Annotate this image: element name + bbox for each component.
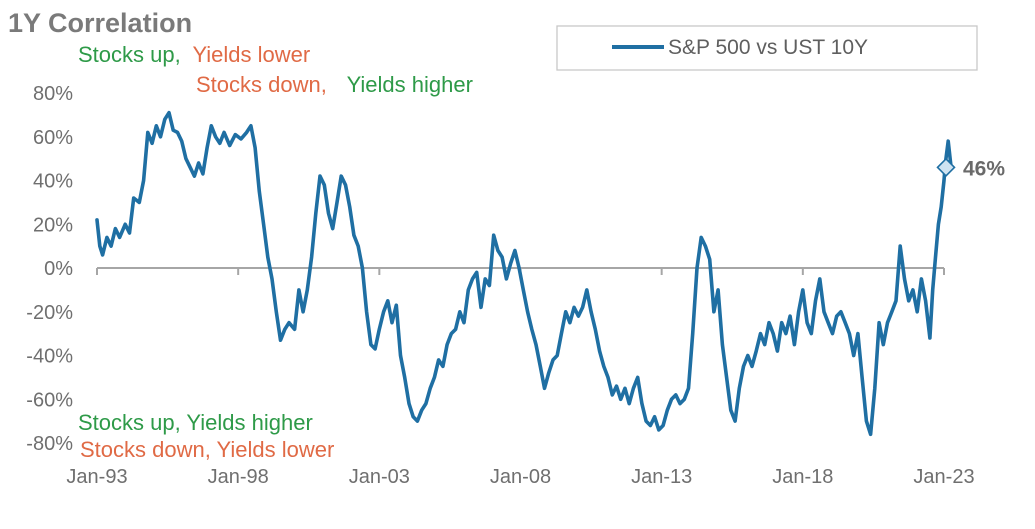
annotation-top-line1: Stocks up, Yields lower bbox=[78, 42, 310, 67]
x-axis: Jan-93 Jan-98 Jan-03 Jan-08 Jan-13 Jan-18 Jan-… bbox=[66, 466, 974, 488]
end-point-label: 46% bbox=[963, 157, 1005, 180]
chart-title: 1Y Correlation bbox=[8, 8, 192, 38]
annotation-bottom-line2: Stocks down, Yields lower bbox=[80, 437, 334, 462]
y-tick-label: 60% bbox=[33, 127, 73, 149]
x-tick-label: Jan-08 bbox=[490, 466, 551, 488]
y-tick-label: 80% bbox=[33, 83, 73, 105]
x-tick-label: Jan-23 bbox=[913, 466, 974, 488]
x-tick-label: Jan-98 bbox=[208, 466, 269, 488]
y-tick-label: 40% bbox=[33, 171, 73, 193]
x-tick-label: Jan-03 bbox=[349, 466, 410, 488]
annotation-top-line1-yields: Yields lower bbox=[192, 42, 310, 67]
series-line-sp500-vs-ust10y bbox=[95, 110, 953, 437]
annotation-top-line2-yields: Yields higher bbox=[347, 72, 473, 97]
legend: S&P 500 vs UST 10Y bbox=[556, 25, 978, 71]
x-tick-label: Jan-13 bbox=[631, 466, 692, 488]
annotation-bottom-line1: Stocks up, Yields higher bbox=[78, 410, 313, 435]
y-tick-label: -40% bbox=[26, 346, 73, 368]
y-tick-label: 20% bbox=[33, 214, 73, 236]
x-tick-label: Jan-93 bbox=[66, 466, 127, 488]
y-tick-label: -60% bbox=[26, 389, 73, 411]
y-tick-label: -20% bbox=[26, 302, 73, 324]
annotation-top-line1-stocks: Stocks up, bbox=[78, 42, 181, 67]
legend-label: S&P 500 vs UST 10Y bbox=[668, 36, 868, 59]
y-axis: 80% 60% 40% 20% 0% -20% -40% -60% -80% bbox=[26, 83, 73, 455]
annotation-top-line2-stocks: Stocks down, bbox=[196, 72, 327, 97]
end-point-marker bbox=[936, 157, 956, 177]
y-tick-label: 0% bbox=[44, 258, 73, 280]
x-tick-label: Jan-18 bbox=[772, 466, 833, 488]
annotation-top-line2: Stocks down, Yields higher bbox=[196, 72, 473, 97]
y-tick-label: -80% bbox=[26, 433, 73, 455]
